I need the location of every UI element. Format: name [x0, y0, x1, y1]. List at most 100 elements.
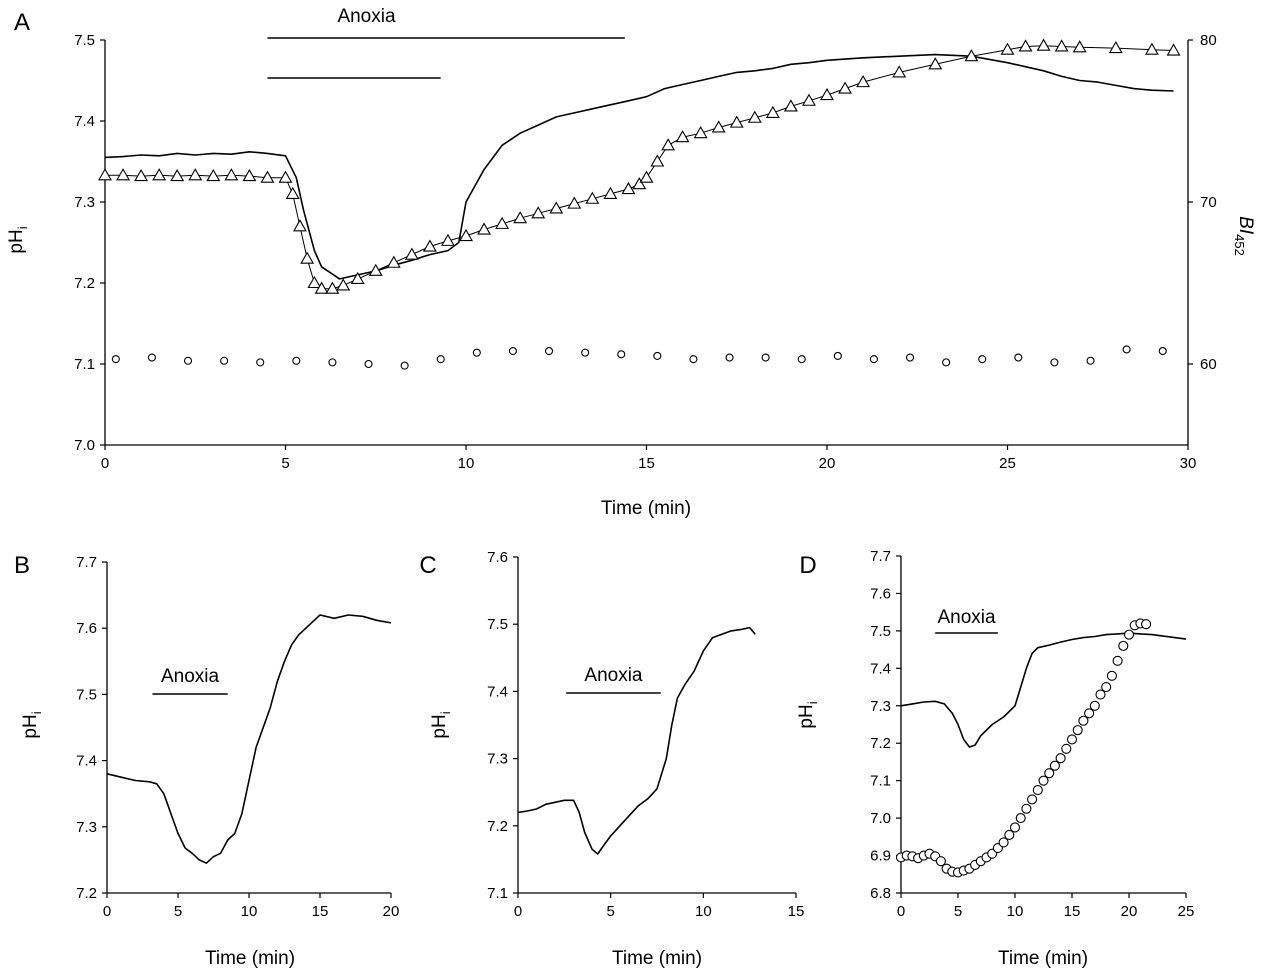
x-axis-title: Time (min) [998, 948, 1088, 969]
data-point-triangle [278, 170, 293, 183]
data-point-triangle [404, 247, 419, 260]
data-point-triangle [747, 110, 762, 123]
series-0-line [900, 632, 1187, 748]
data-point-circle [1158, 346, 1167, 356]
y-tick-label: 7.5 [76, 686, 97, 703]
y2-axis-title-subscript: 452 [1232, 234, 1247, 256]
data-point-triangle [802, 93, 816, 106]
data-point-triangle [206, 168, 221, 182]
data-point-circle [1027, 794, 1038, 805]
data-point-circle [1038, 775, 1049, 786]
data-point-triangle [1054, 39, 1069, 52]
y-tick-label: 7.3 [76, 819, 97, 836]
data-point-triangle [224, 168, 239, 181]
y-axis-title-subscript: i [438, 711, 453, 714]
data-point-circle [1122, 345, 1131, 354]
data-point-circle [617, 350, 626, 359]
y2-axis-title-main: BI [1235, 216, 1256, 235]
data-point-triangle [1108, 40, 1123, 54]
data-point-triangle [1018, 39, 1033, 52]
y-axis-title-subscript: i [15, 226, 30, 229]
y-axis-title-main: pH [20, 714, 41, 738]
data-point-circle [364, 359, 373, 369]
x-tick-label: 0 [514, 903, 522, 920]
data-point-circle [400, 361, 409, 370]
data-point-circle [653, 351, 662, 360]
data-point-triangle [856, 75, 871, 88]
x-tick-label: 10 [1007, 903, 1024, 920]
x-tick-label: 15 [788, 903, 805, 920]
data-point-triangle [964, 49, 979, 62]
y-axis-title: pHi [6, 226, 30, 253]
data-point-triangle [928, 57, 943, 70]
series-0-line [106, 614, 392, 864]
data-point-circle [1072, 725, 1083, 736]
data-point-triangle [1000, 42, 1015, 55]
data-point-circle [1014, 353, 1023, 362]
data-point-triangle [116, 168, 130, 181]
panel-b: B 0 5 10 15 20 7.2 7.3 7.4 7.5 7.6 7.7 Time (min) pHi… [14, 552, 399, 969]
data-point-circle [292, 356, 301, 365]
data-point-triangle [285, 186, 300, 199]
data-point-triangle [188, 168, 203, 181]
data-point-triangle [549, 201, 564, 214]
y-axis-title-subscript: i [805, 701, 820, 704]
y-tick-label: 7.7 [870, 548, 891, 565]
data-point-triangle [314, 281, 329, 294]
data-point-circle [689, 355, 698, 364]
data-point-circle [1021, 803, 1032, 814]
data-point-triangle [675, 130, 690, 143]
x-tick-label: 15 [312, 903, 329, 920]
series-line [104, 53, 1174, 280]
data-point-circle [472, 348, 481, 357]
y-tick-label: 6.9 [870, 848, 891, 865]
data-point-circle [436, 355, 445, 364]
data-point-circle [1086, 356, 1095, 365]
data-point-triangle [134, 168, 149, 182]
data-point-triangle [98, 168, 112, 181]
data-point-triangle [242, 168, 257, 182]
data-point-circle [998, 837, 1009, 848]
data-point-triangle [336, 278, 351, 291]
data-point-triangle [292, 219, 307, 232]
data-point-circle [1055, 753, 1066, 764]
data-point-circle [1044, 768, 1055, 779]
data-point-circle [147, 353, 156, 362]
data-point-circle [1050, 358, 1059, 367]
data-point-triangle [661, 138, 676, 151]
panel-d: D 0 5 10 15 20 25 6.8 6.9 7.0 7.1 7.2 7.3 7.4 7.5 7.6 7.… [796, 548, 1194, 969]
data-point-circle [1123, 629, 1135, 640]
data-point-circle [1112, 655, 1123, 666]
y-tick-label: 7.2 [487, 818, 508, 835]
y-tick-label: 7.1 [870, 773, 891, 790]
series-2-circle [111, 345, 1167, 370]
data-point-triangle [820, 87, 834, 101]
data-point-circle [183, 356, 193, 365]
data-point-circle [1084, 708, 1095, 719]
y-tick-label: 7.3 [487, 751, 508, 768]
data-point-triangle [152, 168, 167, 181]
data-point-circle [833, 351, 842, 360]
data-point-circle [508, 346, 517, 356]
y-tick-label: 7.4 [870, 660, 891, 677]
data-point-triangle [513, 211, 528, 224]
data-point-circle [935, 856, 946, 867]
data-point-triangle [368, 263, 383, 276]
series-line [900, 632, 1187, 748]
data-point-circle [256, 358, 265, 367]
y2-tick-label: 80 [1200, 32, 1217, 49]
y-tick-label: 7.3 [74, 194, 95, 211]
data-point-triangle [603, 186, 618, 199]
x-tick-label: 10 [695, 903, 712, 920]
y-tick-label: 7.0 [74, 437, 95, 454]
data-point-circle [1009, 822, 1021, 833]
data-point-triangle [1144, 42, 1159, 55]
series-line [106, 614, 392, 864]
x-tick-label: 25 [999, 455, 1016, 472]
data-point-circle [1118, 640, 1129, 651]
data-point-circle [1015, 813, 1026, 824]
x-tick-label: 20 [1121, 903, 1138, 920]
data-point-triangle [632, 177, 647, 190]
data-point-circle [1106, 670, 1117, 681]
